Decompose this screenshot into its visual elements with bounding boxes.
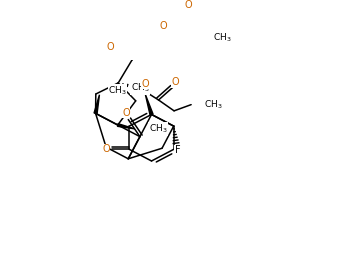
Text: O: O [142, 79, 149, 89]
Text: O: O [102, 144, 110, 154]
Text: CH$_3$: CH$_3$ [203, 98, 222, 111]
Text: O: O [122, 107, 130, 118]
Text: F: F [175, 145, 180, 155]
Text: O: O [185, 0, 193, 10]
Text: CH$_3$: CH$_3$ [131, 82, 149, 94]
Text: CH$_3$: CH$_3$ [108, 85, 127, 97]
Text: CH$_3$: CH$_3$ [149, 123, 167, 135]
Text: O: O [159, 21, 167, 31]
Polygon shape [94, 95, 99, 114]
Text: O: O [106, 42, 114, 52]
Polygon shape [118, 124, 135, 129]
Polygon shape [145, 94, 153, 115]
Text: O: O [172, 77, 179, 87]
Text: CH$_3$: CH$_3$ [213, 32, 231, 44]
